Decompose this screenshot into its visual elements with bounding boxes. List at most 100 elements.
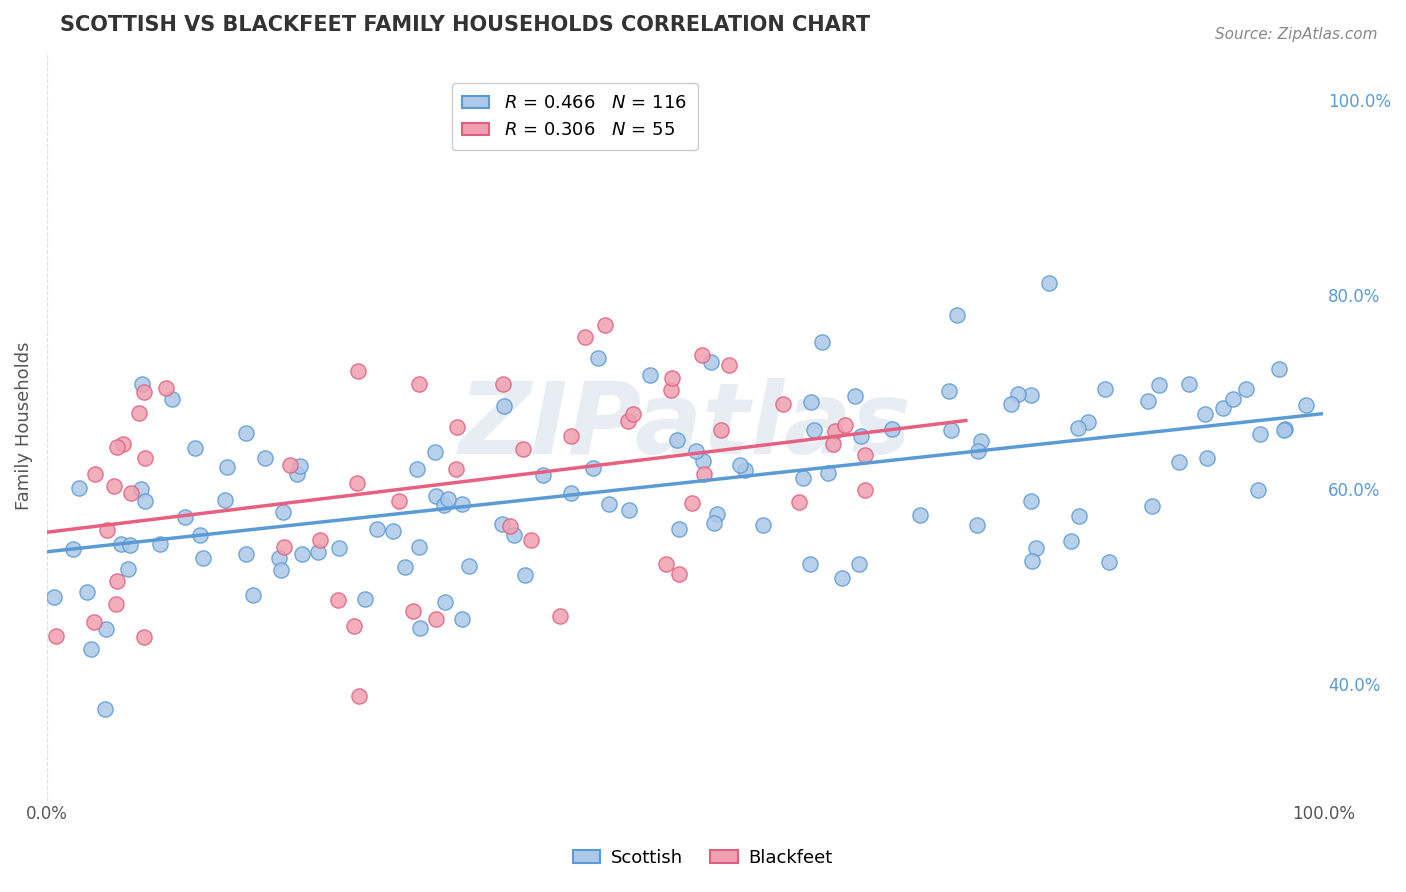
Point: [548, 609, 571, 624]
Point: [1060, 534, 1083, 549]
Point: [235, 426, 257, 441]
Point: [285, 467, 308, 481]
Text: ZIPatlas: ZIPatlas: [458, 377, 911, 475]
Point: [681, 496, 703, 510]
Point: [1038, 277, 1060, 291]
Point: [668, 567, 690, 582]
Point: [242, 589, 264, 603]
Point: [76, 585, 98, 599]
Point: [752, 518, 775, 533]
Point: [184, 441, 207, 455]
Point: [120, 485, 142, 500]
Point: [772, 397, 794, 411]
Point: [173, 510, 195, 524]
Point: [1098, 555, 1121, 569]
Point: [1137, 394, 1160, 409]
Point: [278, 458, 301, 473]
Point: [1234, 382, 1257, 396]
Point: [617, 502, 640, 516]
Point: [699, 355, 721, 369]
Point: [970, 434, 993, 449]
Point: [503, 528, 526, 542]
Point: [132, 631, 155, 645]
Point: [853, 483, 876, 497]
Point: [1272, 423, 1295, 437]
Point: [117, 562, 139, 576]
Point: [451, 497, 474, 511]
Point: [849, 428, 872, 442]
Point: [848, 557, 870, 571]
Point: [290, 459, 312, 474]
Point: [307, 545, 329, 559]
Point: [1274, 422, 1296, 436]
Point: [574, 330, 596, 344]
Point: [405, 462, 427, 476]
Point: [155, 381, 177, 395]
Point: [1142, 499, 1164, 513]
Point: [661, 370, 683, 384]
Point: [366, 522, 388, 536]
Point: [800, 394, 823, 409]
Point: [728, 458, 751, 472]
Point: [821, 436, 844, 450]
Point: [586, 351, 609, 365]
Point: [67, 482, 90, 496]
Point: [105, 574, 128, 589]
Text: SCOTTISH VS BLACKFEET FAMILY HOUSEHOLDS CORRELATION CHART: SCOTTISH VS BLACKFEET FAMILY HOUSEHOLDS …: [59, 15, 870, 35]
Point: [425, 612, 447, 626]
Point: [214, 493, 236, 508]
Point: [692, 467, 714, 481]
Point: [83, 615, 105, 629]
Point: [42, 590, 65, 604]
Point: [408, 540, 430, 554]
Point: [96, 523, 118, 537]
Point: [513, 567, 536, 582]
Point: [134, 385, 156, 400]
Point: [499, 519, 522, 533]
Point: [967, 444, 990, 458]
Point: [433, 595, 456, 609]
Point: [1268, 361, 1291, 376]
Point: [425, 489, 447, 503]
Point: [291, 547, 314, 561]
Point: [939, 423, 962, 437]
Point: [326, 592, 349, 607]
Point: [1021, 554, 1043, 568]
Point: [908, 508, 931, 522]
Point: [433, 498, 456, 512]
Legend: $\mathit{R}$ = 0.466   $\mathit{N}$ = 116, $\mathit{R}$ = 0.306   $\mathit{N}$ =: $\mathit{R}$ = 0.466 $\mathit{N}$ = 116,…: [451, 83, 697, 150]
Point: [1222, 392, 1244, 406]
Point: [1019, 494, 1042, 508]
Point: [799, 558, 821, 572]
Point: [638, 368, 661, 383]
Point: [131, 483, 153, 497]
Point: [347, 364, 370, 378]
Point: [458, 559, 481, 574]
Point: [446, 420, 468, 434]
Point: [62, 542, 84, 557]
Point: [598, 497, 620, 511]
Point: [1147, 378, 1170, 392]
Point: [824, 425, 846, 439]
Point: [149, 536, 172, 550]
Point: [1094, 382, 1116, 396]
Point: [83, 467, 105, 481]
Point: [1194, 407, 1216, 421]
Point: [1249, 426, 1271, 441]
Point: [437, 491, 460, 506]
Point: [560, 486, 582, 500]
Point: [1168, 455, 1191, 469]
Point: [388, 494, 411, 508]
Point: [853, 448, 876, 462]
Point: [382, 524, 405, 538]
Point: [1007, 387, 1029, 401]
Point: [1077, 415, 1099, 429]
Point: [685, 443, 707, 458]
Point: [882, 422, 904, 436]
Point: [946, 308, 969, 322]
Point: [560, 429, 582, 443]
Point: [717, 358, 740, 372]
Point: [45, 630, 67, 644]
Point: [787, 495, 810, 509]
Point: [1178, 376, 1201, 391]
